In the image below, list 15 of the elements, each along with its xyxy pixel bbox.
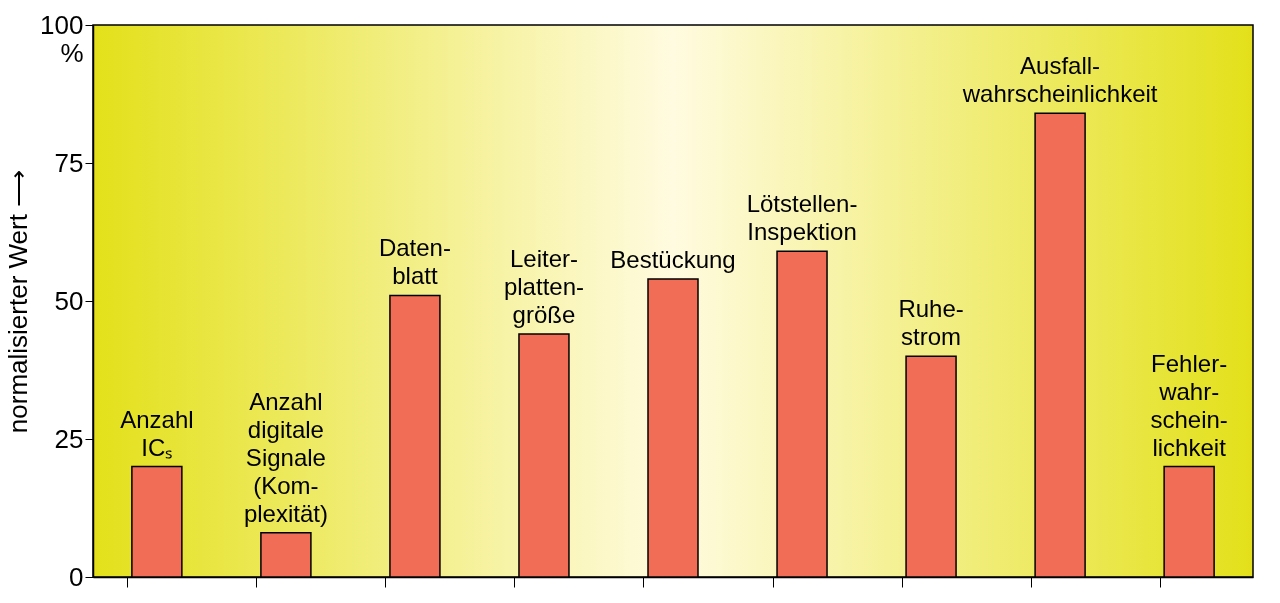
y-axis-title: normalisierter Wert ⟶ (3, 169, 34, 434)
category-label: Lötstellen- Inspektion (746, 190, 858, 246)
category-label: Fehler- wahr- schein- lichkeit (1150, 349, 1228, 461)
y-tick-label: 0 (69, 561, 84, 592)
category-label: Anzahl digitale Signale (Kom- plexität) (243, 387, 328, 527)
y-tick-label: 50 (54, 285, 84, 316)
category-label: Daten- blatt (378, 234, 451, 290)
category-label: Ausfall- wahrscheinlichkeit (962, 52, 1158, 108)
x-tick-label: Bestückung (610, 245, 736, 273)
category-label: Leiter- platten- größe (503, 245, 584, 329)
y-tick-label: 25 (54, 423, 84, 454)
category-label: Anzahl ICₛ (120, 405, 194, 461)
category-label: Ruhe- strom (898, 295, 964, 351)
y-tick-label: 75 (54, 147, 84, 178)
y-tick-label: 100 % (40, 9, 84, 68)
